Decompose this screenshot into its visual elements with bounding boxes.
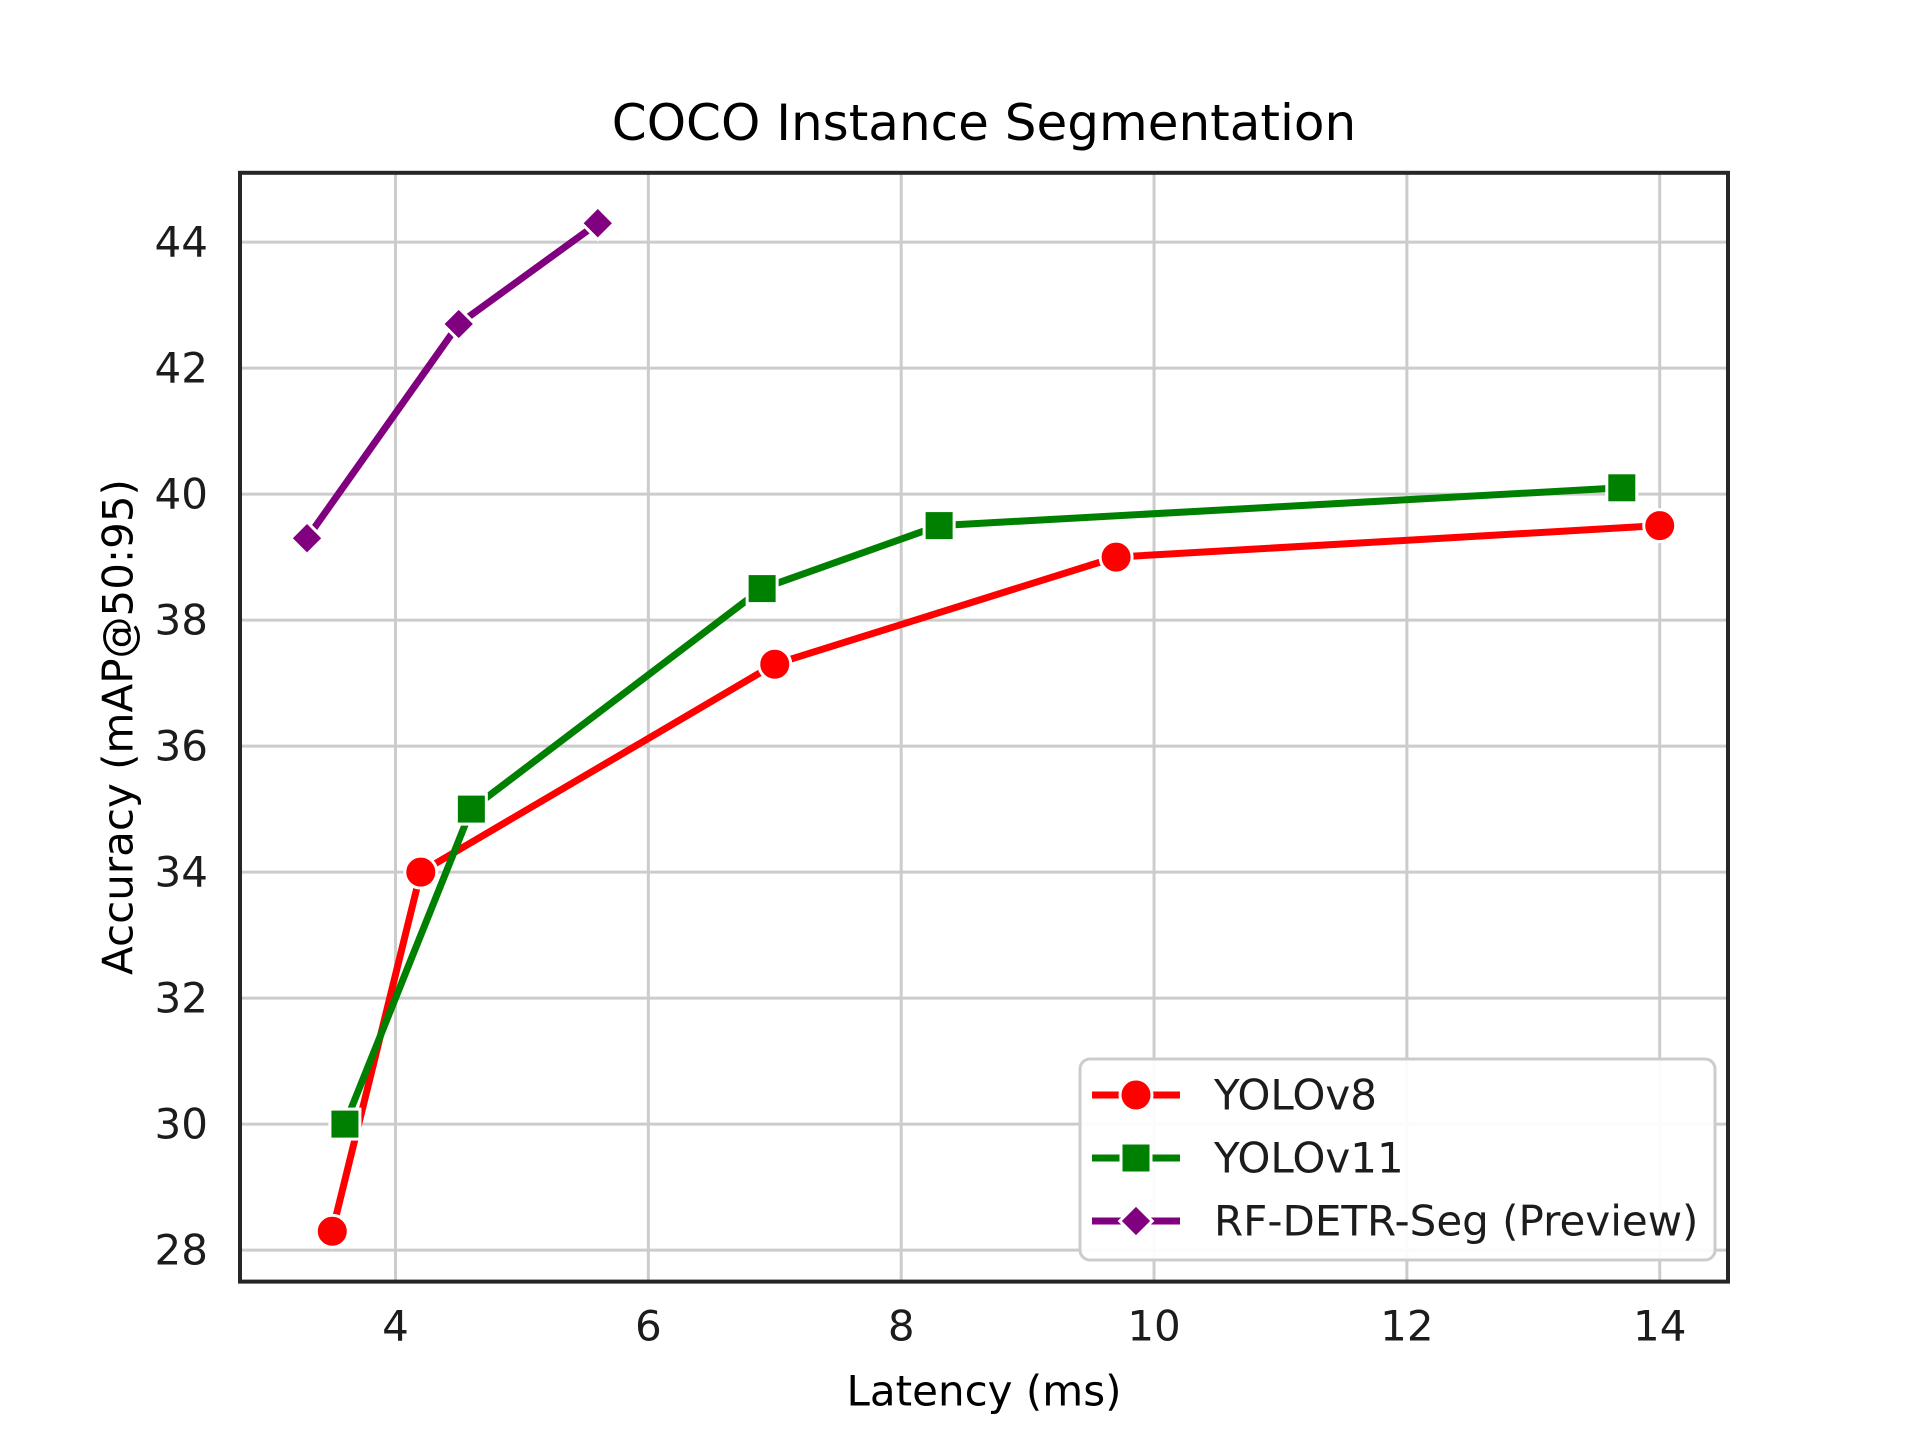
x-tick-label-8: 8 xyxy=(888,1302,915,1351)
y-tick-label-32: 32 xyxy=(155,974,208,1023)
data-point-yolov8-2 xyxy=(757,646,793,682)
data-point-yolov11-3 xyxy=(922,509,956,543)
x-axis-label: Latency (ms) xyxy=(847,1367,1122,1416)
y-tick-label-44: 44 xyxy=(155,218,208,267)
legend-item-yolov8: YOLOv8 xyxy=(1092,1071,1377,1120)
legend: YOLOv8 YOLOv11 RF-DETR-Seg (Preview) xyxy=(1078,1057,1717,1262)
x-tick-label-4: 4 xyxy=(382,1302,409,1351)
series-rf-detr-seg-preview xyxy=(288,204,617,557)
data-point-yolov8-0 xyxy=(314,1213,350,1249)
chart-title: COCO Instance Segmentation xyxy=(612,94,1356,152)
data-point-yolov8-1 xyxy=(403,854,439,890)
data-point-yolov8-4 xyxy=(1642,508,1678,544)
data-point-rf-detr-seg-preview-0 xyxy=(288,519,326,557)
legend-diamond-marker-rf-detr-seg-preview xyxy=(1117,1202,1155,1240)
y-axis-label: Accuracy (mAP@50:95) xyxy=(94,479,143,975)
x-tick-label-14: 14 xyxy=(1633,1302,1686,1351)
data-point-rf-detr-seg-preview-1 xyxy=(440,305,478,343)
data-point-yolov11-2 xyxy=(745,572,779,606)
x-tick-label-10: 10 xyxy=(1127,1302,1180,1351)
data-point-yolov8-3 xyxy=(1098,539,1134,575)
series-yolov8 xyxy=(314,508,1678,1249)
x-tick-label-12: 12 xyxy=(1380,1302,1433,1351)
y-tick-label-40: 40 xyxy=(155,470,208,519)
y-tick-label-38: 38 xyxy=(155,596,208,645)
legend-square-marker-yolov11 xyxy=(1119,1141,1153,1175)
y-tick-label-42: 42 xyxy=(155,344,208,393)
data-point-yolov11-1 xyxy=(454,792,488,826)
axes-spines xyxy=(238,170,1730,1284)
data-point-rf-detr-seg-preview-2 xyxy=(579,204,617,242)
legend-frame xyxy=(1078,1057,1717,1262)
legend-label-yolov8: YOLOv8 xyxy=(1213,1071,1377,1120)
series-line-rf-detr-seg-preview xyxy=(303,219,602,542)
y-tick-label-28: 28 xyxy=(155,1226,208,1275)
series-layer xyxy=(288,204,1678,1249)
y-tick-label-34: 34 xyxy=(155,848,208,897)
legend-circle-marker-yolov8 xyxy=(1118,1077,1154,1113)
legend-item-rf-detr-seg-preview: RF-DETR-Seg (Preview) xyxy=(1092,1197,1698,1246)
data-point-yolov11-4 xyxy=(1605,471,1639,505)
legend-item-yolov11: YOLOv11 xyxy=(1092,1134,1404,1183)
x-tick-label-6: 6 xyxy=(635,1302,662,1351)
y-tick-label-36: 36 xyxy=(155,722,208,771)
legend-label-yolov11: YOLOv11 xyxy=(1213,1134,1404,1183)
y-tick-label-30: 30 xyxy=(155,1100,208,1149)
tick-label-layer: 4 6 8 10 12 14 28 30 32 34 36 38 40 42 44 xyxy=(155,218,1687,1351)
legend-label-rf-detr-seg-preview: RF-DETR-Seg (Preview) xyxy=(1214,1197,1698,1246)
data-point-yolov11-0 xyxy=(328,1107,362,1141)
series-yolov11 xyxy=(328,471,1639,1141)
